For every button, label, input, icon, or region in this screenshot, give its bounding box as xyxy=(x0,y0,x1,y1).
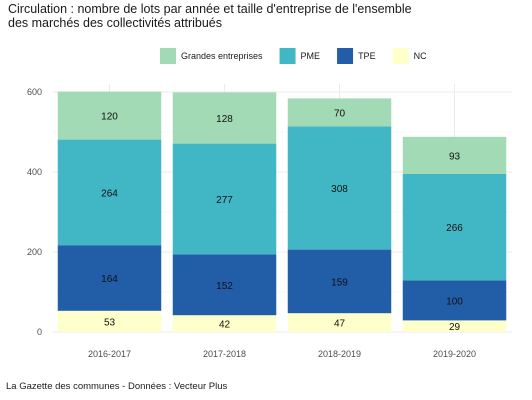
y-tick-label: 200 xyxy=(27,247,42,257)
data-label-nc: 42 xyxy=(219,320,231,331)
data-label-nc: 29 xyxy=(449,322,461,333)
bar-tpe xyxy=(172,254,277,316)
legend-label-grandes-entreprises: Grandes entreprises xyxy=(181,51,263,61)
data-label-nc: 53 xyxy=(104,317,116,328)
data-label-grandes-entreprises: 70 xyxy=(334,108,346,119)
chart-title-line-1: Circulation : nombre de lots par année e… xyxy=(8,2,412,16)
bar-pme xyxy=(402,174,507,281)
data-label-nc: 47 xyxy=(334,319,346,330)
data-label-grandes-entreprises: 128 xyxy=(216,114,233,125)
data-label-pme: 266 xyxy=(446,223,463,234)
data-label-tpe: 159 xyxy=(331,277,348,288)
chart-title-line-2: des marchés des collectivités attribués xyxy=(8,16,222,30)
legend-label-tpe: TPE xyxy=(358,51,376,61)
legend-key-tpe xyxy=(337,48,354,64)
data-label-pme: 264 xyxy=(101,188,118,199)
legend-key-grandes-entreprises xyxy=(160,48,176,64)
chart-title: Circulation : nombre de lots par année e… xyxy=(8,2,508,30)
bar-grandes-entreprises xyxy=(287,98,392,127)
data-label-grandes-entreprises: 93 xyxy=(449,151,461,162)
legend-key-pme xyxy=(279,48,296,64)
x-tick-label: 2019-2020 xyxy=(433,349,476,359)
bar-pme xyxy=(287,126,392,250)
data-label-tpe: 164 xyxy=(101,274,118,285)
bar-grandes-entreprises xyxy=(57,91,162,140)
bar-grandes-entreprises xyxy=(172,92,277,144)
chart-caption: La Gazette des communes - Données : Vect… xyxy=(6,381,228,392)
bar-pme xyxy=(172,143,277,255)
legend-label-nc: NC xyxy=(414,51,427,61)
x-tick-label: 2016-2017 xyxy=(88,349,131,359)
y-tick-label: 600 xyxy=(27,87,42,97)
y-tick-label: 400 xyxy=(27,167,42,177)
data-label-pme: 277 xyxy=(216,195,233,206)
y-tick-label: 0 xyxy=(37,327,42,337)
data-label-tpe: 152 xyxy=(216,281,233,292)
data-label-grandes-entreprises: 120 xyxy=(101,112,118,123)
bar-nc xyxy=(172,315,277,332)
bar-nc xyxy=(402,320,507,332)
legend-key-nc xyxy=(392,48,409,64)
x-tick-label: 2018-2019 xyxy=(318,349,361,359)
x-tick-label: 2017-2018 xyxy=(203,349,246,359)
bar-nc xyxy=(287,313,392,332)
bar-tpe xyxy=(402,280,507,321)
data-label-pme: 308 xyxy=(331,184,348,195)
bar-pme xyxy=(57,139,162,246)
bar-tpe xyxy=(57,245,162,311)
data-label-tpe: 100 xyxy=(446,296,463,307)
bar-nc xyxy=(57,310,162,332)
bar-tpe xyxy=(287,249,392,314)
bar-grandes-entreprises xyxy=(402,136,507,174)
legend-label-pme: PME xyxy=(301,51,321,61)
